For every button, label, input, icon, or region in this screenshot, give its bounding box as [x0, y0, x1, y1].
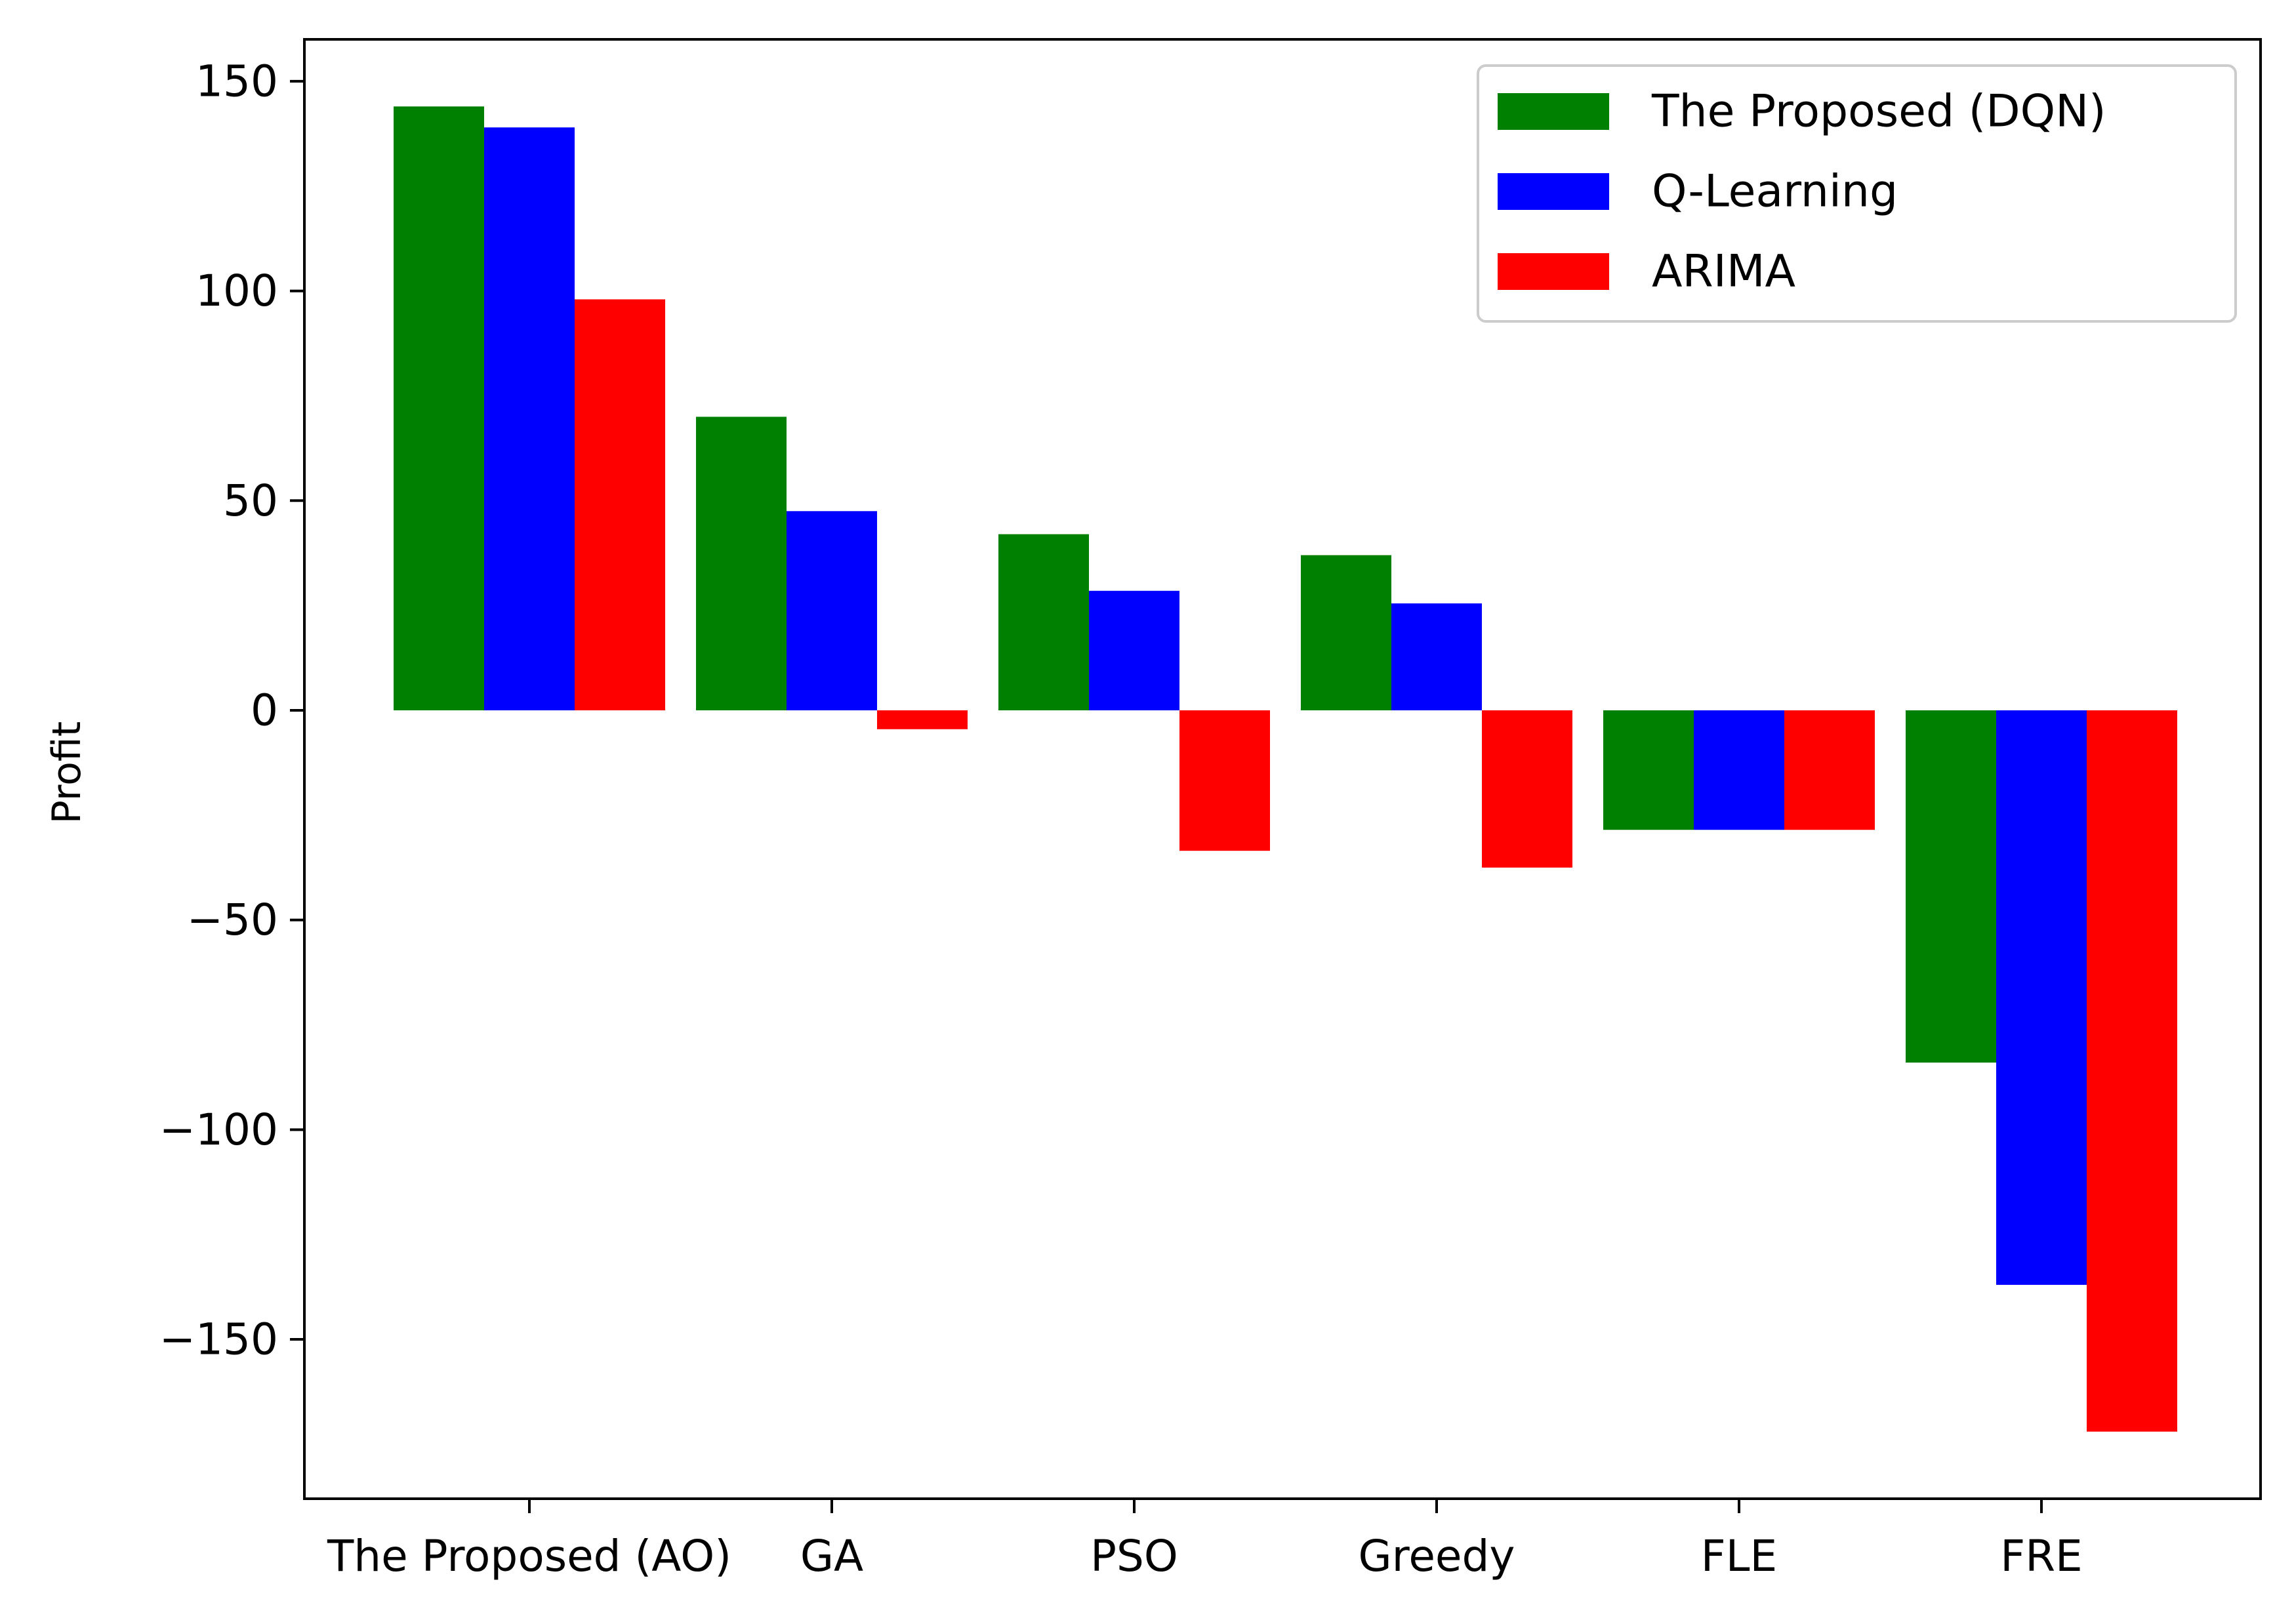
bar-q-learning-pso [1089, 590, 1179, 710]
y-tick-label: −150 [159, 1314, 278, 1365]
x-tick-label: FLE [1701, 1531, 1777, 1581]
x-tick-label: PSO [1090, 1531, 1178, 1581]
legend-swatch-arima [1498, 253, 1609, 290]
bar-the-proposed-dqn-pso [998, 534, 1089, 710]
legend-swatch-q-learning [1498, 173, 1609, 210]
legend-label-the-proposed-dqn: The Proposed (DQN) [1651, 86, 2106, 138]
legend-label-arima: ARIMA [1652, 246, 1795, 298]
y-tick-label: 150 [195, 56, 278, 106]
x-tick-label: Greedy [1359, 1531, 1515, 1581]
y-tick-label: 0 [251, 685, 278, 735]
bar-the-proposed-dqn-greedy [1301, 555, 1391, 710]
y-axis-label: Profit [44, 721, 90, 824]
legend-frame [1477, 64, 2237, 323]
x-tick-label: GA [800, 1531, 863, 1581]
bar-the-proposed-dqn-ga [696, 416, 787, 710]
x-tick-label: The Proposed (AO) [327, 1531, 731, 1581]
bar-arima-ga [877, 710, 968, 729]
legend-swatch-the-proposed-dqn [1498, 93, 1609, 130]
bar-q-learning-fle [1694, 710, 1784, 830]
y-axis: 150 100 50 0 −50 −100 −150 [159, 56, 304, 1365]
y-tick-label: −50 [187, 895, 278, 945]
x-tick-label: FRE [2000, 1531, 2083, 1581]
legend: The Proposed (DQN) Q-Learning ARIMA [1477, 64, 2237, 323]
bar-arima-fre [2087, 710, 2177, 1432]
bar-q-learning-the-proposed-ao [484, 127, 575, 710]
y-tick-label: 100 [195, 266, 278, 316]
y-tick-label: 50 [223, 476, 278, 526]
bar-q-learning-fre [1996, 710, 2087, 1285]
bar-the-proposed-dqn-fre [1906, 710, 1996, 1063]
bar-q-learning-ga [787, 511, 877, 710]
bar-arima-greedy [1482, 710, 1572, 868]
bar-q-learning-greedy [1391, 603, 1482, 710]
axes-frame [303, 38, 2262, 1500]
bar-the-proposed-dqn-the-proposed-ao [394, 106, 484, 710]
bar-arima-fle [1784, 710, 1875, 830]
legend-label-q-learning: Q-Learning [1652, 166, 1898, 218]
bar-the-proposed-dqn-fle [1603, 710, 1694, 830]
bar-arima-the-proposed-ao [575, 299, 665, 710]
bars-layer [394, 106, 2177, 1432]
x-axis: The Proposed (AO) GA PSO Greedy FLE FRE [327, 1499, 2083, 1581]
bar-arima-pso [1179, 710, 1270, 851]
y-tick-label: −100 [159, 1105, 278, 1155]
